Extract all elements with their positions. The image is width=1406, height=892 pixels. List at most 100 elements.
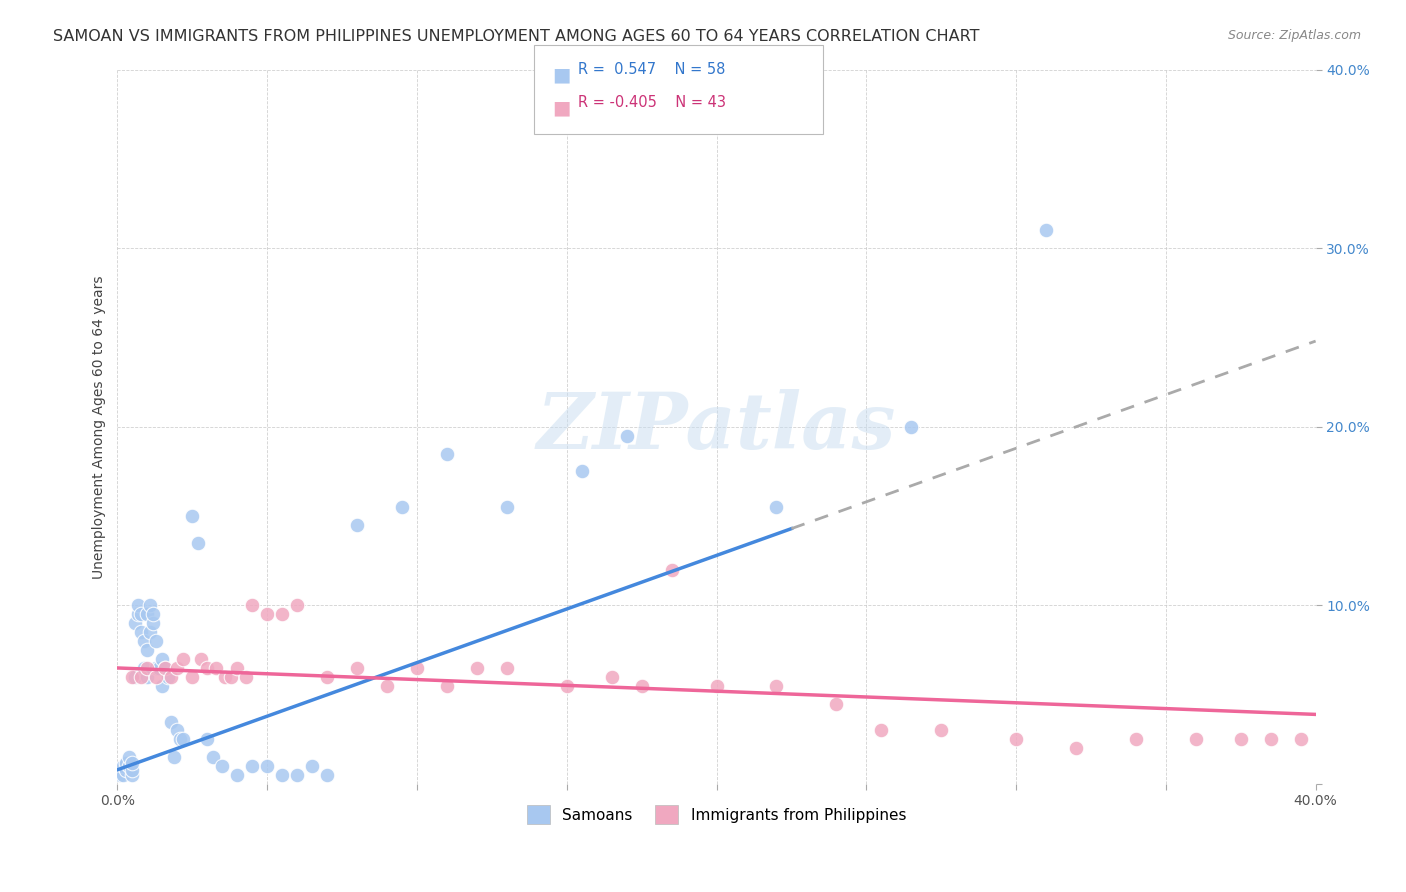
Point bbox=[205, 661, 228, 675]
Point bbox=[900, 419, 922, 434]
Point bbox=[118, 759, 141, 773]
Point bbox=[285, 599, 308, 613]
Point bbox=[112, 768, 135, 782]
Point bbox=[346, 661, 368, 675]
Point bbox=[870, 723, 893, 738]
Point bbox=[148, 661, 170, 675]
Point bbox=[661, 563, 683, 577]
Point bbox=[195, 732, 218, 747]
Point bbox=[600, 670, 623, 684]
Point bbox=[495, 661, 517, 675]
Point bbox=[465, 661, 488, 675]
Point bbox=[1005, 732, 1028, 747]
Point bbox=[285, 768, 308, 782]
Point bbox=[136, 670, 159, 684]
Point bbox=[166, 723, 188, 738]
Point bbox=[240, 759, 263, 773]
Point bbox=[121, 670, 143, 684]
Point bbox=[142, 607, 165, 622]
Point bbox=[1125, 732, 1147, 747]
Point bbox=[391, 500, 413, 515]
Point bbox=[1184, 732, 1206, 747]
Point bbox=[145, 634, 167, 648]
Point bbox=[214, 670, 236, 684]
Point bbox=[124, 616, 146, 631]
Point bbox=[765, 679, 787, 693]
Legend: Samoans, Immigrants from Philippines: Samoans, Immigrants from Philippines bbox=[520, 799, 912, 830]
Point bbox=[124, 670, 146, 684]
Text: ZIPatlas: ZIPatlas bbox=[537, 389, 896, 465]
Point bbox=[256, 607, 278, 622]
Point bbox=[163, 750, 186, 764]
Point bbox=[630, 679, 652, 693]
Point bbox=[256, 759, 278, 773]
Point bbox=[616, 429, 638, 443]
Point bbox=[181, 509, 204, 524]
Point bbox=[211, 759, 233, 773]
Point bbox=[172, 652, 194, 666]
Point bbox=[929, 723, 952, 738]
Text: Source: ZipAtlas.com: Source: ZipAtlas.com bbox=[1227, 29, 1361, 42]
Y-axis label: Unemployment Among Ages 60 to 64 years: Unemployment Among Ages 60 to 64 years bbox=[93, 275, 107, 579]
Point bbox=[142, 616, 165, 631]
Point bbox=[121, 763, 143, 777]
Point bbox=[1035, 223, 1057, 237]
Point bbox=[226, 661, 249, 675]
Point bbox=[145, 670, 167, 684]
Point bbox=[706, 679, 728, 693]
Point bbox=[112, 759, 135, 773]
Point bbox=[316, 670, 339, 684]
Point bbox=[155, 661, 177, 675]
Point bbox=[181, 670, 204, 684]
Point bbox=[121, 768, 143, 782]
Point bbox=[187, 536, 209, 550]
Point bbox=[169, 732, 191, 747]
Point bbox=[495, 500, 517, 515]
Text: ■: ■ bbox=[553, 98, 571, 117]
Point bbox=[131, 625, 153, 640]
Point bbox=[301, 759, 323, 773]
Point bbox=[134, 634, 156, 648]
Point bbox=[172, 732, 194, 747]
Point bbox=[150, 679, 173, 693]
Point bbox=[1064, 741, 1087, 756]
Text: R = -0.405    N = 43: R = -0.405 N = 43 bbox=[578, 95, 725, 111]
Point bbox=[375, 679, 398, 693]
Point bbox=[127, 599, 149, 613]
Text: ■: ■ bbox=[553, 65, 571, 84]
Text: SAMOAN VS IMMIGRANTS FROM PHILIPPINES UNEMPLOYMENT AMONG AGES 60 TO 64 YEARS COR: SAMOAN VS IMMIGRANTS FROM PHILIPPINES UN… bbox=[53, 29, 980, 44]
Point bbox=[555, 679, 578, 693]
Point bbox=[1289, 732, 1312, 747]
Point bbox=[202, 750, 225, 764]
Point bbox=[160, 670, 183, 684]
Point bbox=[131, 607, 153, 622]
Point bbox=[271, 768, 294, 782]
Point bbox=[131, 670, 153, 684]
Point bbox=[118, 750, 141, 764]
Point bbox=[825, 697, 848, 711]
Point bbox=[150, 652, 173, 666]
Point bbox=[136, 607, 159, 622]
Point bbox=[121, 756, 143, 770]
Point bbox=[127, 607, 149, 622]
Point bbox=[346, 518, 368, 533]
Text: R =  0.547    N = 58: R = 0.547 N = 58 bbox=[578, 62, 725, 78]
Point bbox=[115, 763, 138, 777]
Point bbox=[110, 768, 132, 782]
Point bbox=[240, 599, 263, 613]
Point bbox=[436, 447, 458, 461]
Point bbox=[765, 500, 787, 515]
Point bbox=[160, 714, 183, 729]
Point bbox=[436, 679, 458, 693]
Point bbox=[271, 607, 294, 622]
Point bbox=[571, 465, 593, 479]
Point bbox=[1229, 732, 1251, 747]
Point bbox=[139, 625, 162, 640]
Point bbox=[316, 768, 339, 782]
Point bbox=[219, 670, 242, 684]
Point bbox=[155, 661, 177, 675]
Point bbox=[195, 661, 218, 675]
Point bbox=[406, 661, 429, 675]
Point bbox=[226, 768, 249, 782]
Point bbox=[136, 643, 159, 657]
